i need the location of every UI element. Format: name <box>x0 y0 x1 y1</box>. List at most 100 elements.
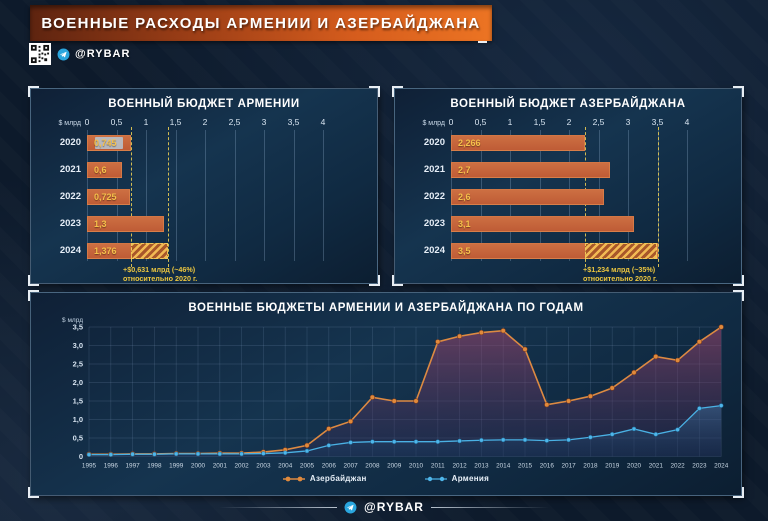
x-axis-tick: 2008 <box>365 463 380 470</box>
armenia-data-point <box>479 437 484 443</box>
azerbaijan-chart-title: ВОЕННЫЙ БЮДЖЕТ АЗЕРБАЙДЖАНА <box>450 98 686 110</box>
gridline <box>323 130 324 261</box>
x-axis-tick: 2019 <box>605 463 620 470</box>
bar-value-label: 3,5 <box>458 246 471 256</box>
azerbaijan-data-point <box>348 418 354 424</box>
footer-divider-line <box>219 506 338 508</box>
azerbaijan-data-point <box>696 339 703 345</box>
armenia-data-point <box>261 451 266 456</box>
x-axis-tick: 1995 <box>82 463 97 470</box>
y-axis-tick: 1,0 <box>73 415 83 424</box>
axis-tick: 0 <box>84 117 90 127</box>
x-axis-tick: 2013 <box>474 463 489 470</box>
armenia-data-point <box>86 452 92 457</box>
armenia-data-point <box>500 437 506 443</box>
armenia-data-point <box>173 451 179 457</box>
chart-legend: Азербайджан Армения <box>31 474 741 483</box>
azerbaijan-data-point <box>435 339 441 345</box>
budget-bar: 0,725 <box>87 189 130 205</box>
legend-armenia: Армения <box>424 474 490 483</box>
year-label: 2024 <box>423 245 445 256</box>
budget-bar: 0,6 <box>87 162 123 178</box>
bar-value-label: 0,725 <box>94 192 117 202</box>
annotation-line: относительно 2020 г. <box>583 274 658 284</box>
x-axis-tick: 2017 <box>561 463 576 470</box>
bar-value-label: 2,266 <box>458 138 481 148</box>
bar-value-label: 1,3 <box>94 219 107 229</box>
x-axis-tick: 1996 <box>104 463 119 470</box>
armenia-data-point <box>718 403 724 408</box>
annotation-line: относительно 2020 г. <box>123 274 198 284</box>
year-label: 2021 <box>423 164 445 175</box>
x-axis-tick: 2022 <box>670 463 685 470</box>
y-axis-tick: 1,5 <box>73 397 83 406</box>
year-label: 2023 <box>423 218 445 229</box>
corner-bracket <box>733 86 744 97</box>
bar-value-label: 0,745 <box>94 138 117 148</box>
corner-bracket <box>392 275 403 286</box>
armenia-data-point <box>370 439 375 444</box>
budget-bar: 2,7 <box>451 162 611 178</box>
x-axis-tick: 2016 <box>540 463 555 470</box>
y-axis-tick: 3,0 <box>73 341 83 350</box>
y-axis-unit-label: $ млрд <box>62 317 83 324</box>
budget-bar: 0,745 <box>87 135 131 151</box>
x-axis-tick: 2000 <box>191 463 206 470</box>
azerbaijan-area <box>89 327 722 457</box>
x-axis-tick: 2007 <box>343 463 358 470</box>
year-label: 2022 <box>59 191 81 202</box>
corner-bracket <box>369 275 380 286</box>
corner-bracket <box>733 275 744 286</box>
gridline <box>293 130 295 261</box>
bar-value-label: 2,7 <box>458 165 471 175</box>
x-axis-tick: 2018 <box>583 463 598 470</box>
armenia-data-point <box>544 438 550 443</box>
footer: @RYBAR <box>0 500 768 514</box>
x-axis-tick: 2005 <box>300 463 315 470</box>
gridline <box>146 130 147 261</box>
x-axis-tick: 2014 <box>496 463 511 470</box>
axis-tick: 0,5 <box>110 117 123 127</box>
legend-label: Армения <box>451 474 490 483</box>
armenia-data-point <box>108 452 114 457</box>
armenia-line <box>89 404 722 456</box>
year-label: 2024 <box>59 245 81 256</box>
gridline <box>175 130 177 261</box>
armenia-data-point <box>653 432 659 437</box>
x-axis-tick: 2012 <box>452 463 467 470</box>
armenia-bar-chart: $ млрд +$0,631 млрд (~46%) относительно … <box>41 117 369 283</box>
x-axis-tick: 2015 <box>518 463 533 470</box>
axis-tick: 2,5 <box>228 117 241 127</box>
gridline <box>687 130 688 261</box>
x-axis-tick: 2002 <box>234 463 249 470</box>
azerbaijan-data-point <box>391 398 397 404</box>
azerbaijan-data-point <box>326 426 332 432</box>
y-axis-tick: 3,5 <box>73 323 83 332</box>
azerbaijan-data-point <box>544 402 550 408</box>
bar-value-label: 1,376 <box>94 246 117 256</box>
corner-bracket <box>28 487 39 498</box>
x-axis-unit-label: $ млрд <box>58 120 81 127</box>
axis-tick: 0,5 <box>474 117 487 127</box>
year-label: 2023 <box>59 218 81 229</box>
armenia-chart-title: ВОЕННЫЙ БЮДЖЕТ АРМЕНИИ <box>108 98 300 110</box>
armenia-data-point <box>435 439 441 444</box>
armenia-data-point <box>239 451 244 457</box>
footer-divider-line <box>430 506 549 508</box>
axis-tick: 1,5 <box>533 117 546 127</box>
armenia-budget-panel: ВОЕННЫЙ БЮДЖЕТ АРМЕНИИ $ млрд +$0,631 мл… <box>28 86 380 286</box>
x-axis-tick: 1997 <box>125 463 140 470</box>
y-axis-tick: 2,5 <box>73 360 83 369</box>
axis-tick: 2 <box>202 117 208 127</box>
armenia-data-point <box>609 432 615 437</box>
x-axis-tick: 2020 <box>627 463 642 470</box>
azerbaijan-data-point <box>304 442 310 448</box>
armenia-data-point <box>522 437 528 443</box>
axis-tick: 4 <box>684 117 690 127</box>
armenia-data-point <box>217 451 223 457</box>
telegram-icon <box>344 501 357 514</box>
armenia-data-point <box>326 443 332 448</box>
armenia-data-point <box>675 427 680 432</box>
azerbaijan-annotation: +$1,234 млрд (~35%) относительно 2020 г. <box>583 265 657 284</box>
budget-bar: 1,3 <box>87 216 164 232</box>
